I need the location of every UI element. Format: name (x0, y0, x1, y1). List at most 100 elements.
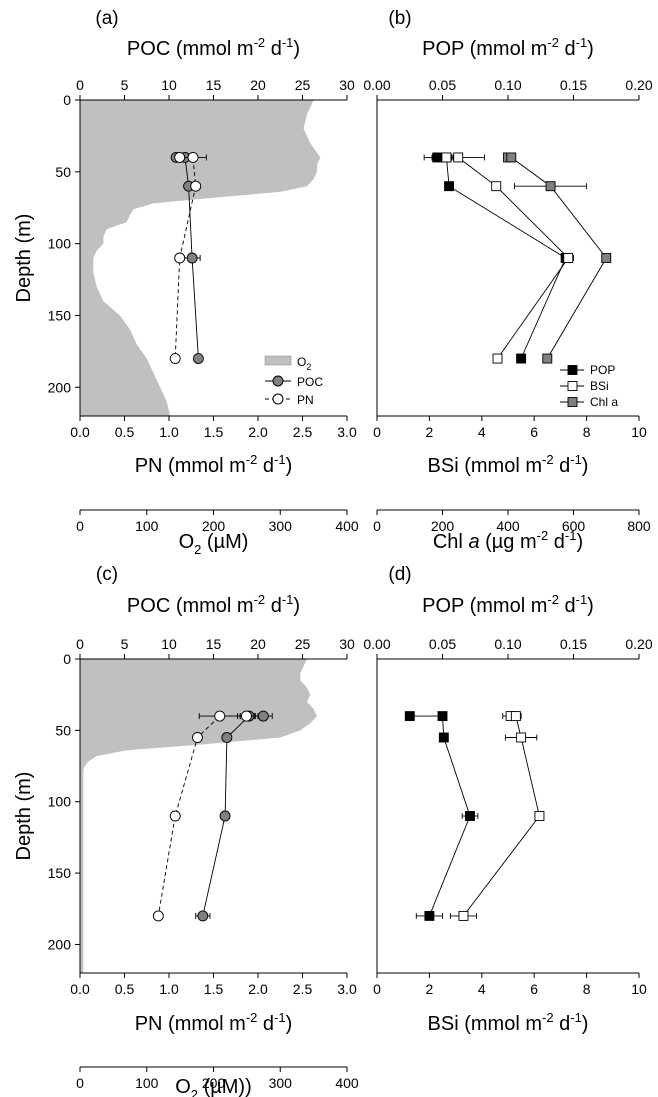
point-chl-a-b (542, 353, 553, 364)
legend-bsi-marker (567, 381, 578, 391)
extra-axis-title-c-part: 2 (191, 1087, 198, 1097)
bottom-tick-label-b: 4 (478, 424, 486, 440)
extra-tick-label-a: 0 (76, 518, 84, 534)
series-line-chl-a-b (508, 157, 607, 359)
top-tick-label-a: 0 (76, 77, 84, 93)
bottom-axis-title-b: BSi (mmol m-2 d-1) (428, 452, 589, 477)
extra-axis-title-b-part: ) (576, 531, 583, 553)
bottom-tick-label-b: 8 (583, 424, 591, 440)
y-tick-label-a: 150 (48, 307, 72, 323)
point-chl-a-b (601, 253, 612, 263)
bottom-axis-title-a-part: ) (286, 455, 293, 477)
point-chl-a-b (506, 152, 517, 163)
point-pop-d (424, 910, 435, 921)
point-pop-b (516, 353, 527, 364)
bottom-tick-label-b: 2 (426, 424, 434, 440)
point-poc-a (186, 252, 198, 264)
bottom-tick-label-a: 1.5 (204, 424, 224, 440)
point-pn-a (187, 152, 199, 163)
y-axis-title-c: Depth (m) (13, 772, 35, 861)
bottom-axis-title-d-part: ) (582, 1013, 589, 1035)
bottom-axis-title-a-part: d (257, 455, 274, 477)
extra-axis-title-b-part: -2 (537, 528, 549, 543)
top-tick-label-c: 0 (76, 636, 84, 652)
bottom-tick-label-d: 8 (583, 981, 591, 997)
top-axis-title-d-part: POP (mmol m (422, 595, 547, 617)
legend-bsi-label: BSi (590, 379, 609, 393)
extra-tick-label-c: 300 (269, 1075, 293, 1091)
bottom-axis-title-c-part: ) (286, 1013, 293, 1035)
legend-o2-part: 2 (306, 362, 311, 372)
top-axis-title-d-part: ) (587, 595, 594, 617)
extra-axis-title-a-part: (µM) (201, 531, 248, 553)
bottom-axis-title-d: BSi (mmol m-2 d-1) (428, 1010, 589, 1035)
bottom-tick-label-c: 0.5 (115, 981, 135, 997)
extra-tick-label-b: 400 (496, 518, 520, 534)
bottom-tick-label-b: 0 (373, 424, 381, 440)
top-axis-title-b: POP (mmol m-2 d-1) (422, 35, 594, 60)
top-tick-label-a: 10 (161, 77, 177, 93)
point-pop-d (404, 711, 415, 722)
extra-tick-label-b: 200 (431, 518, 455, 534)
extra-tick-label-a: 400 (335, 518, 359, 534)
bottom-axis-title-c-part: -1 (274, 1010, 286, 1025)
bottom-axis-title-c-part: -2 (246, 1010, 258, 1025)
top-tick-label-c: 30 (339, 636, 355, 652)
extra-axis-title-b-part: Chl (433, 531, 469, 553)
top-axis-title-c-part: d (265, 595, 282, 617)
top-axis-title-c-part: POC (mmol m (127, 595, 254, 617)
bottom-tick-label-c: 1.5 (204, 981, 224, 997)
bottom-axis-title-b-part: BSi (mmol m (428, 455, 542, 477)
panel-label-d: (d) (388, 564, 411, 585)
point-poc-c (219, 810, 231, 822)
point-bsi-b (491, 181, 502, 192)
legend-o2-swatch (264, 355, 292, 366)
top-tick-label-d: 0.10 (494, 636, 521, 652)
point-chl-a-b (545, 181, 556, 192)
y-tick-label-c: 0 (63, 651, 71, 667)
legend-pn-label: PN (297, 393, 314, 407)
top-tick-label-d: 0.05 (429, 636, 456, 652)
point-bsi-b (453, 152, 464, 163)
bottom-tick-label-b: 10 (631, 424, 647, 440)
top-tick-label-c: 5 (121, 636, 129, 652)
bottom-tick-label-d: 10 (631, 981, 647, 997)
bottom-tick-label-c: 2.0 (248, 981, 268, 997)
extra-axis-title-b-part: -1 (565, 528, 577, 543)
bottom-axis-title-a: PN (mmol m-2 d-1) (135, 452, 293, 477)
bottom-tick-label-a: 2.5 (293, 424, 313, 440)
y-tick-label-c: 200 (48, 936, 72, 952)
extra-tick-label-a: 300 (269, 518, 293, 534)
extra-tick-label-c: 0 (76, 1075, 84, 1091)
bottom-tick-label-a: 0.5 (115, 424, 135, 440)
series-line-pop-d (409, 715, 471, 917)
bottom-tick-label-a: 2.0 (248, 424, 268, 440)
top-axis-title-d-part: -2 (547, 592, 559, 607)
y-tick-label-c: 100 (48, 794, 72, 810)
top-tick-label-a: 15 (206, 77, 222, 93)
top-tick-label-b: 0.20 (625, 77, 652, 93)
top-axis-title-a: POC (mmol m-2 d-1) (127, 35, 300, 60)
top-axis-title-c-part: -2 (254, 592, 266, 607)
point-bsi-b (563, 253, 574, 263)
bottom-tick-label-b: 6 (530, 424, 538, 440)
top-tick-label-a: 5 (121, 77, 129, 93)
point-pn-a (174, 152, 186, 163)
top-axis-title-a-part: POC (mmol m (127, 38, 254, 60)
point-pop-d (438, 732, 449, 743)
extra-axis-title-b-part: d (548, 531, 565, 553)
bottom-axis-title-d-part: -2 (542, 1010, 554, 1025)
y-tick-label-c: 50 (55, 722, 71, 738)
bottom-tick-label-d: 6 (530, 981, 538, 997)
point-pop-d (437, 711, 448, 722)
bottom-tick-label-a: 3.0 (337, 424, 357, 440)
y-tick-label-c: 150 (48, 865, 72, 881)
extra-axis-title-c-part: (µM)) (198, 1076, 252, 1097)
top-tick-label-b: 0.00 (363, 77, 390, 93)
point-poc-c (221, 732, 233, 743)
legend-pn-marker (272, 393, 284, 405)
bottom-axis-title-b-part: -2 (542, 452, 554, 467)
top-axis-title-a-part: -2 (254, 35, 266, 50)
top-axis-title-c-part: ) (293, 595, 300, 617)
